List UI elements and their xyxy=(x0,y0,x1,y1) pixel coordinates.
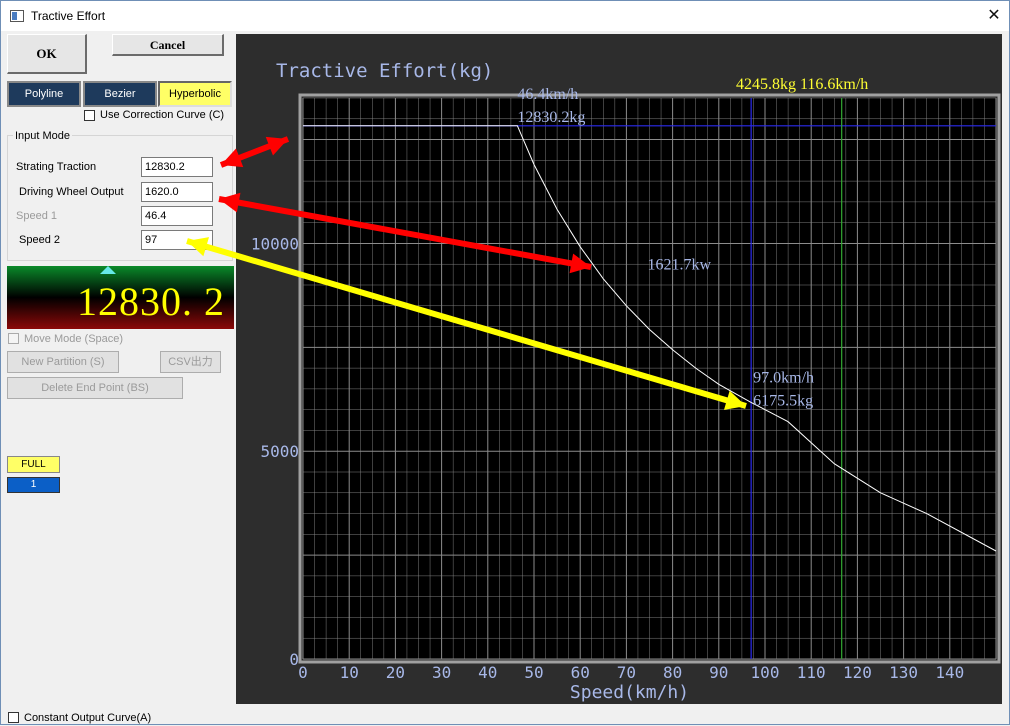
caret-up-icon xyxy=(100,266,116,274)
driving-wheel-output-input[interactable]: 1620.0 xyxy=(141,182,213,202)
speed-2-label: Speed 2 xyxy=(19,234,60,246)
x-tick-label: 10 xyxy=(340,663,359,682)
value-display: 12830. 2 xyxy=(7,266,234,329)
x-tick-label: 130 xyxy=(889,663,918,682)
title-bar: Tractive Effort ✕ xyxy=(1,1,1009,31)
annotation-start-effort: 12830.2kg xyxy=(517,109,585,126)
x-tick-label: 90 xyxy=(709,663,728,682)
x-tick-label: 100 xyxy=(751,663,780,682)
close-button[interactable]: ✕ xyxy=(987,7,1001,24)
annotation-end-speed: 97.0km/h xyxy=(753,369,814,386)
constant-output-curve-checkbox[interactable] xyxy=(8,712,19,723)
y-tick-label: 10000 xyxy=(251,234,299,253)
x-tick-label: 80 xyxy=(663,663,682,682)
x-tick-label: 70 xyxy=(617,663,636,682)
x-tick-label: 140 xyxy=(935,663,964,682)
annotation-start-speed: 46.4km/h xyxy=(517,86,578,103)
x-tick-label: 110 xyxy=(797,663,826,682)
use-correction-curve-label: Use Correction Curve (C) xyxy=(100,109,225,121)
constant-output-curve-label: Constant Output Curve(A) xyxy=(24,712,152,724)
annotation-power: 1621.7kw xyxy=(648,257,712,274)
tractive-effort-chart[interactable]: Tractive Effort(kg) 4245.8kg 116.6km/h Spe… xyxy=(236,34,1002,704)
x-tick-label: 60 xyxy=(571,663,590,682)
x-tick-label: 40 xyxy=(478,663,497,682)
cancel-button[interactable]: Cancel xyxy=(112,34,224,56)
notch-mode-badge[interactable]: FULL xyxy=(7,456,60,473)
starting-traction-label: Strating Traction xyxy=(16,161,97,173)
app-icon xyxy=(10,10,24,22)
y-tick-label: 5000 xyxy=(260,442,299,461)
notch-number-badge[interactable]: 1 xyxy=(7,477,60,493)
speed-2-input[interactable]: 97 xyxy=(141,230,213,250)
window-title: Tractive Effort xyxy=(31,9,106,23)
input-mode-title: Input Mode xyxy=(13,130,73,142)
csv-export-button[interactable]: CSV出力 xyxy=(160,351,221,373)
x-tick-label: 120 xyxy=(843,663,872,682)
chart-panel[interactable]: Tractive Effort(kg) 4245.8kg 116.6km/h Spe… xyxy=(236,34,1002,704)
mode-hyperbolic-button[interactable]: Hyperbolic xyxy=(158,81,232,107)
speed-1-input: 46.4 xyxy=(141,206,213,226)
move-mode-label: Move Mode (Space) xyxy=(24,333,124,345)
driving-wheel-output-label: Driving Wheel Output xyxy=(19,186,124,198)
use-correction-curve-checkbox[interactable] xyxy=(84,110,95,121)
chart-title: Tractive Effort(kg) xyxy=(276,60,493,82)
ok-button[interactable]: OK xyxy=(7,34,87,74)
y-tick-label: 0 xyxy=(289,650,299,669)
new-partition-button[interactable]: New Partition (S) xyxy=(7,351,119,373)
display-value: 12830. 2 xyxy=(77,279,225,324)
starting-traction-input[interactable]: 12830.2 xyxy=(141,157,213,177)
x-tick-label: 50 xyxy=(524,663,543,682)
mode-bezier-button[interactable]: Bezier xyxy=(83,81,157,107)
annotation-end-effort: 6175.5kg xyxy=(753,392,813,409)
grid xyxy=(302,97,997,660)
x-tick-label: 20 xyxy=(386,663,405,682)
x-tick-label: 30 xyxy=(432,663,451,682)
speed-1-label: Speed 1 xyxy=(16,210,57,222)
delete-end-point-button[interactable]: Delete End Point (BS) xyxy=(7,377,183,399)
x-axis-label: Speed(km/h) xyxy=(570,682,689,703)
mode-polyline-button[interactable]: Polyline xyxy=(7,81,81,107)
cursor-readout: 4245.8kg 116.6km/h xyxy=(736,76,868,93)
move-mode-checkbox[interactable] xyxy=(8,333,19,344)
x-tick-label: 0 xyxy=(298,663,308,682)
